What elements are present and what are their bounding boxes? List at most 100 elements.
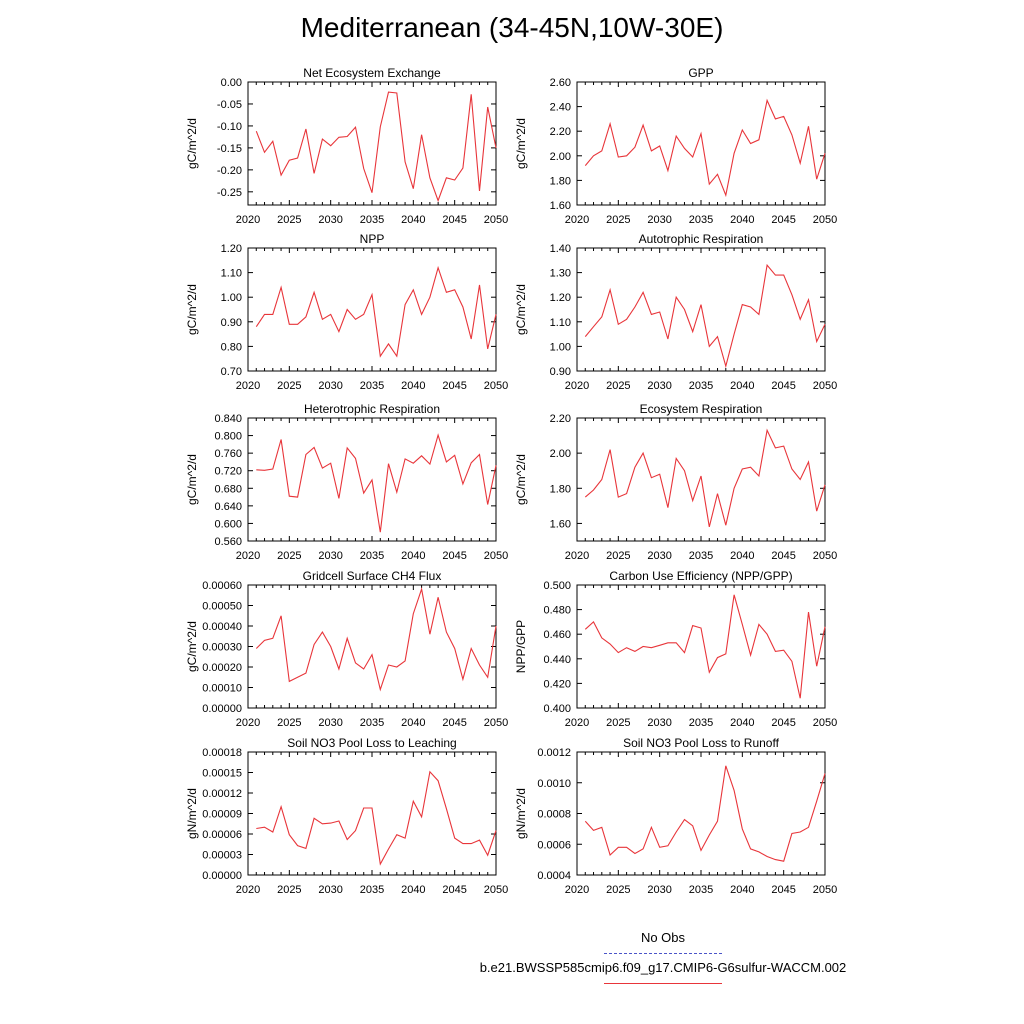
x-tick-label: 2045: [442, 717, 466, 729]
x-tick-label: 2030: [318, 717, 342, 729]
y-tick-label: 0.00003: [202, 850, 242, 862]
y-tick-label: 0.90: [550, 366, 571, 378]
x-tick-label: 2025: [277, 214, 301, 226]
x-tick-label: 2050: [813, 717, 837, 729]
y-axis-label: gC/m^2/d: [514, 118, 528, 169]
series-line: [584, 765, 826, 862]
panel-7: Gridcell Surface CH4 Flux gC/m^2/d 2020 202…: [185, 569, 508, 729]
series-line: [255, 265, 497, 358]
x-tick-label: 2025: [606, 884, 630, 896]
panel-1: Net Ecosystem Exchange gC/m^2/d 2020 2025 20…: [185, 66, 508, 226]
y-tick-label: 1.10: [221, 268, 242, 280]
y-axis-label: gC/m^2/d: [185, 118, 199, 169]
x-tick-label: 2045: [771, 884, 795, 896]
x-tick-label: 2050: [813, 884, 837, 896]
x-tick-label: 2035: [360, 717, 384, 729]
x-tick-label: 2045: [442, 380, 466, 392]
y-tick-label: 0.00012: [202, 788, 242, 800]
y-tick-label: 0.00006: [202, 829, 242, 841]
panel-10: Soil NO3 Pool Loss to Runoff gN/m^2/d 2020…: [514, 736, 837, 896]
y-tick-label: 0.0006: [537, 839, 571, 851]
x-tick-label: 2045: [771, 214, 795, 226]
x-tick-label: 2020: [565, 380, 589, 392]
x-tick-label: 2025: [606, 717, 630, 729]
y-tick-label: -0.10: [217, 121, 242, 133]
x-tick-label: 2035: [689, 884, 713, 896]
x-tick-label: 2030: [647, 884, 671, 896]
x-tick-label: 2020: [236, 884, 260, 896]
plot-frame: [247, 247, 497, 372]
legend-model-line: [604, 983, 722, 984]
y-tick-label: 0.70: [221, 366, 242, 378]
y-tick-label: 0.840: [214, 413, 242, 425]
y-tick-label: 1.10: [550, 317, 571, 329]
x-tick-label: 2040: [730, 214, 754, 226]
x-tick-label: 2025: [277, 717, 301, 729]
x-tick-label: 2040: [401, 550, 425, 562]
y-tick-label: -0.25: [217, 187, 242, 199]
y-tick-label: 2.60: [550, 77, 571, 89]
x-tick-label: 2030: [647, 717, 671, 729]
x-tick-label: 2045: [442, 550, 466, 562]
x-tick-label: 2035: [360, 550, 384, 562]
y-tick-label: 0.00030: [202, 642, 242, 654]
x-tick-label: 2050: [813, 550, 837, 562]
y-tick-label: 1.30: [550, 268, 571, 280]
panel-title: Carbon Use Efficiency (NPP/GPP): [609, 569, 792, 583]
x-tick-label: 2030: [647, 380, 671, 392]
x-tick-label: 2040: [730, 884, 754, 896]
panel-9: Soil NO3 Pool Loss to Leaching gN/m^2/d 20…: [185, 736, 508, 896]
panel-title: NPP: [360, 232, 385, 246]
x-tick-label: 2045: [442, 884, 466, 896]
panel-title: Net Ecosystem Exchange: [303, 66, 441, 80]
y-tick-label: 1.80: [550, 175, 571, 187]
y-tick-label: 0.560: [214, 536, 242, 548]
legend-model-label: b.e21.BWSSP585cmip6.f09_g17.CMIP6-G6sulf…: [479, 960, 847, 975]
y-tick-label: 1.40: [550, 243, 571, 255]
x-tick-label: 2035: [689, 380, 713, 392]
y-tick-label: 1.20: [221, 243, 242, 255]
x-tick-label: 2045: [771, 380, 795, 392]
panel-3: NPP gC/m^2/d 2020 2025 2030 2035 2040 2045 2050 0…: [185, 232, 508, 392]
x-tick-label: 2045: [771, 550, 795, 562]
x-tick-label: 2025: [277, 884, 301, 896]
y-tick-label: 0.440: [543, 654, 571, 666]
x-tick-label: 2045: [771, 717, 795, 729]
y-tick-label: 0.00: [221, 77, 242, 89]
panel-5: Heterotrophic Respiration gC/m^2/d 2020 202…: [185, 402, 508, 562]
panel-title: Autotrophic Respiration: [639, 232, 764, 246]
y-tick-label: 1.20: [550, 292, 571, 304]
y-tick-label: 2.20: [550, 126, 571, 138]
y-tick-label: 0.460: [543, 629, 571, 641]
y-axis-label: gC/m^2/d: [514, 454, 528, 505]
x-tick-label: 2025: [606, 380, 630, 392]
plot-frame: [576, 584, 826, 709]
y-axis-label: gN/m^2/d: [514, 788, 528, 839]
series-line: [584, 594, 826, 699]
x-tick-label: 2025: [277, 380, 301, 392]
series-line: [584, 98, 826, 198]
y-tick-label: 1.80: [550, 483, 571, 495]
y-tick-label: -0.05: [217, 99, 242, 111]
x-tick-label: 2040: [401, 380, 425, 392]
series-line: [584, 263, 826, 369]
x-tick-label: 2020: [565, 214, 589, 226]
y-tick-label: 0.500: [543, 580, 571, 592]
y-tick-label: 2.00: [550, 448, 571, 460]
y-tick-label: 0.00018: [202, 747, 242, 759]
plot-frame: [247, 751, 497, 876]
x-tick-label: 2040: [730, 550, 754, 562]
y-tick-label: 1.60: [550, 200, 571, 212]
x-tick-label: 2030: [318, 884, 342, 896]
series-line: [256, 770, 497, 866]
y-tick-label: 0.600: [214, 518, 242, 530]
x-tick-label: 2025: [606, 214, 630, 226]
x-tick-label: 2020: [565, 884, 589, 896]
x-tick-label: 2030: [318, 214, 342, 226]
panel-title: Soil NO3 Pool Loss to Runoff: [623, 736, 780, 750]
x-tick-label: 2050: [484, 717, 508, 729]
y-axis-label: gC/m^2/d: [185, 621, 199, 672]
y-tick-label: -0.15: [217, 143, 242, 155]
y-tick-label: 0.760: [214, 448, 242, 460]
y-axis-label: gC/m^2/d: [185, 454, 199, 505]
